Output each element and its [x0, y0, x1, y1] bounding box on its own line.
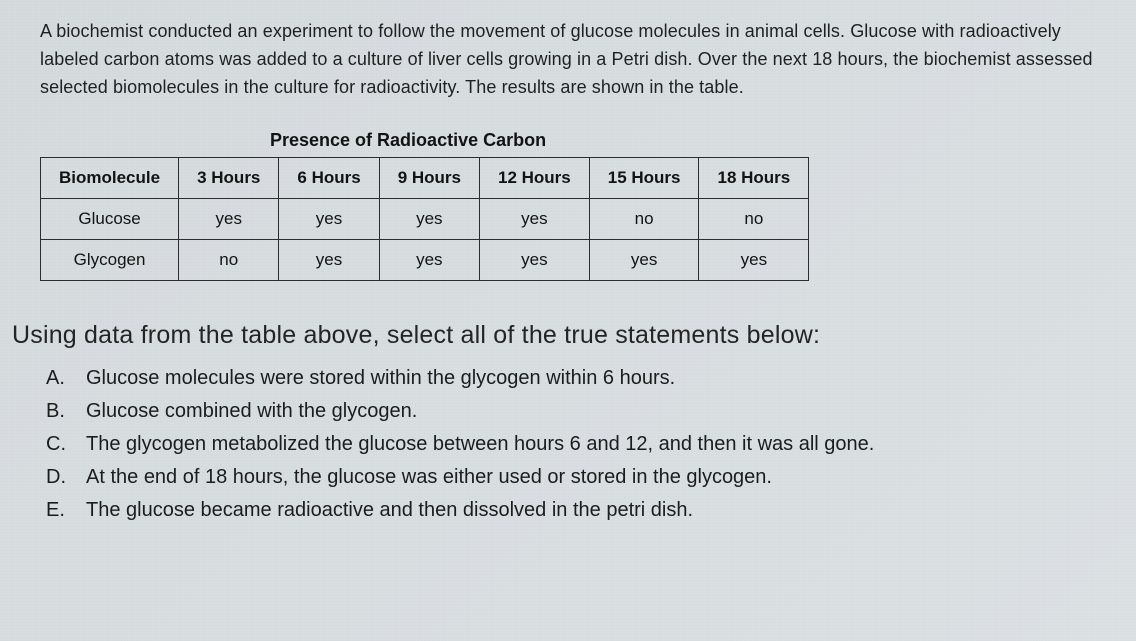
- answer-options: A. Glucose molecules were stored within …: [46, 362, 1108, 527]
- question-prompt: Using data from the table above, select …: [12, 321, 1108, 350]
- cell: no: [699, 198, 809, 239]
- row-label-glycogen: Glycogen: [41, 239, 179, 280]
- cell: yes: [589, 239, 699, 280]
- cell: no: [179, 239, 279, 280]
- col-18h: 18 Hours: [699, 157, 809, 198]
- col-12h: 12 Hours: [479, 157, 589, 198]
- option-a[interactable]: A. Glucose molecules were stored within …: [46, 362, 1108, 395]
- table-row: Glycogen no yes yes yes yes yes: [41, 239, 809, 280]
- option-text: The glycogen metabolized the glucose bet…: [86, 429, 874, 460]
- cell: no: [589, 198, 699, 239]
- intro-paragraph: A biochemist conducted an experiment to …: [40, 18, 1108, 102]
- worksheet-page: A biochemist conducted an experiment to …: [0, 0, 1136, 641]
- option-c[interactable]: C. The glycogen metabolized the glucose …: [46, 428, 1108, 461]
- cell: yes: [479, 239, 589, 280]
- option-text: Glucose molecules were stored within the…: [86, 363, 675, 394]
- option-b[interactable]: B. Glucose combined with the glycogen.: [46, 395, 1108, 428]
- option-e[interactable]: E. The glucose became radioactive and th…: [46, 494, 1108, 527]
- cell: yes: [279, 198, 379, 239]
- col-9h: 9 Hours: [379, 157, 479, 198]
- table-title: Presence of Radioactive Carbon: [270, 130, 1108, 151]
- cell: yes: [479, 198, 589, 239]
- col-6h: 6 Hours: [279, 157, 379, 198]
- cell: yes: [179, 198, 279, 239]
- cell: yes: [699, 239, 809, 280]
- cell: yes: [379, 239, 479, 280]
- table-header-row: Biomolecule 3 Hours 6 Hours 9 Hours 12 H…: [41, 157, 809, 198]
- option-text: At the end of 18 hours, the glucose was …: [86, 462, 772, 493]
- row-label-glucose: Glucose: [41, 198, 179, 239]
- option-letter: D.: [46, 462, 72, 493]
- option-d[interactable]: D. At the end of 18 hours, the glucose w…: [46, 461, 1108, 494]
- col-3h: 3 Hours: [179, 157, 279, 198]
- option-letter: B.: [46, 396, 72, 427]
- radioactive-carbon-table: Biomolecule 3 Hours 6 Hours 9 Hours 12 H…: [40, 157, 809, 281]
- cell: yes: [279, 239, 379, 280]
- option-letter: C.: [46, 429, 72, 460]
- col-biomolecule: Biomolecule: [41, 157, 179, 198]
- option-letter: E.: [46, 495, 72, 526]
- option-text: The glucose became radioactive and then …: [86, 495, 693, 526]
- option-letter: A.: [46, 363, 72, 394]
- col-15h: 15 Hours: [589, 157, 699, 198]
- option-text: Glucose combined with the glycogen.: [86, 396, 417, 427]
- cell: yes: [379, 198, 479, 239]
- table-row: Glucose yes yes yes yes no no: [41, 198, 809, 239]
